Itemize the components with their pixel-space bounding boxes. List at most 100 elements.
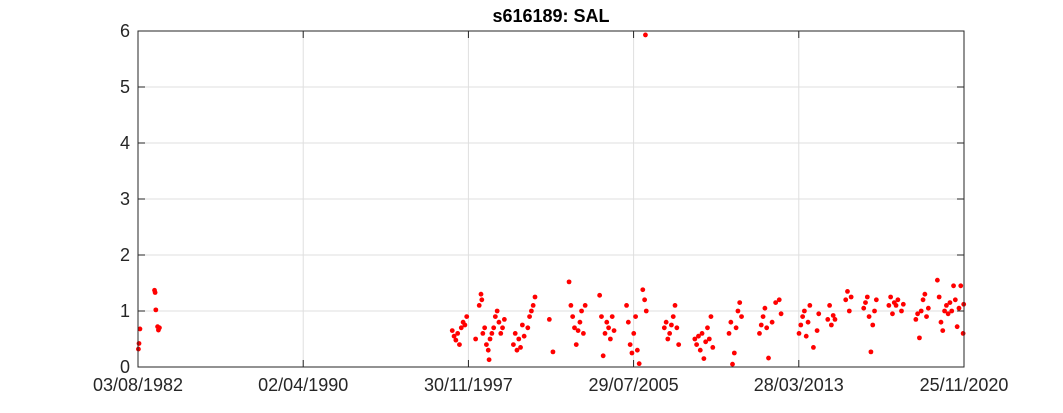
data-point — [665, 336, 671, 342]
data-point — [778, 311, 784, 317]
data-point — [642, 297, 648, 303]
data-point — [485, 347, 491, 353]
data-point — [934, 277, 940, 283]
data-point — [807, 303, 813, 308]
data-point — [519, 322, 525, 328]
y-tick-label: 4 — [120, 133, 130, 153]
x-tick-label: 25/11/2020 — [920, 375, 1009, 395]
data-point — [582, 303, 588, 308]
y-axis-ticks: 0 1 2 3 4 5 6 — [120, 21, 964, 377]
data-point — [956, 305, 962, 311]
data-point — [518, 345, 523, 350]
data-point — [922, 291, 928, 297]
data-point — [670, 314, 676, 319]
data-point — [500, 325, 505, 331]
data-point — [514, 347, 520, 353]
data-point — [532, 294, 538, 300]
data-point — [455, 331, 461, 336]
data-point — [705, 325, 710, 331]
data-point — [462, 322, 468, 328]
data-point — [579, 308, 584, 314]
data-point — [701, 356, 707, 361]
data-point — [773, 300, 779, 305]
data-point — [600, 353, 606, 359]
data-point — [825, 317, 831, 322]
data-point — [602, 331, 608, 336]
y-tick-label: 0 — [120, 357, 130, 377]
data-point — [731, 350, 737, 356]
data-point — [457, 342, 462, 347]
data-point — [492, 314, 498, 319]
data-point — [525, 325, 531, 331]
y-tick-label: 3 — [120, 189, 130, 209]
data-point — [550, 349, 556, 355]
data-point — [521, 333, 527, 339]
data-point — [451, 333, 457, 339]
data-point — [629, 350, 635, 356]
data-point — [546, 317, 552, 322]
data-point — [866, 314, 872, 319]
data-point — [153, 307, 159, 313]
data-point — [893, 303, 899, 308]
data-point — [945, 311, 951, 317]
data-point — [453, 337, 459, 343]
data-point — [572, 325, 577, 331]
data-point — [845, 289, 850, 294]
data-point — [473, 336, 479, 342]
data-point — [633, 314, 638, 319]
data-point — [938, 319, 944, 325]
data-point — [663, 319, 669, 325]
data-point — [913, 317, 919, 322]
data-point — [798, 322, 804, 328]
data-point — [954, 324, 960, 330]
data-point — [491, 325, 497, 331]
data-point — [803, 333, 809, 339]
data-point — [730, 361, 735, 367]
data-point — [739, 314, 744, 319]
data-point — [830, 313, 836, 318]
x-tick-label: 03/08/1982 — [93, 375, 183, 395]
data-point — [949, 308, 955, 314]
data-point — [480, 331, 486, 336]
data-point — [735, 308, 741, 314]
data-point — [846, 308, 852, 314]
data-point — [479, 297, 485, 303]
chart-title: s616189: SAL — [492, 6, 609, 26]
data-point — [640, 287, 646, 293]
data-point — [697, 347, 703, 353]
data-point — [940, 328, 946, 333]
x-tick-label: 28/03/2013 — [754, 375, 844, 395]
data-point — [816, 311, 822, 317]
data-point — [606, 325, 612, 331]
data-point — [886, 303, 892, 308]
x-axis-ticks: 03/08/1982 02/04/1990 30/11/1997 29/07/2005… — [93, 31, 1008, 395]
data-point — [863, 300, 868, 305]
data-point — [487, 336, 493, 342]
data-point — [674, 325, 680, 331]
data-point — [760, 314, 766, 319]
data-point — [136, 341, 142, 346]
data-point — [828, 322, 834, 328]
data-point — [581, 331, 586, 336]
data-point — [900, 301, 906, 307]
data-point — [672, 303, 678, 308]
data-point — [769, 319, 775, 325]
y-tick-label: 1 — [120, 301, 130, 321]
data-point — [920, 297, 926, 303]
data-point — [827, 303, 832, 308]
data-point — [861, 305, 867, 311]
data-point — [703, 339, 709, 345]
data-point — [458, 325, 464, 331]
data-point — [529, 308, 534, 314]
data-point — [951, 283, 956, 289]
data-point — [918, 308, 924, 314]
data-point — [489, 331, 495, 336]
data-point — [776, 297, 782, 303]
data-point — [766, 355, 771, 361]
data-point — [570, 314, 576, 319]
data-point — [643, 308, 649, 314]
data-point — [568, 303, 574, 308]
data-point — [895, 297, 901, 303]
